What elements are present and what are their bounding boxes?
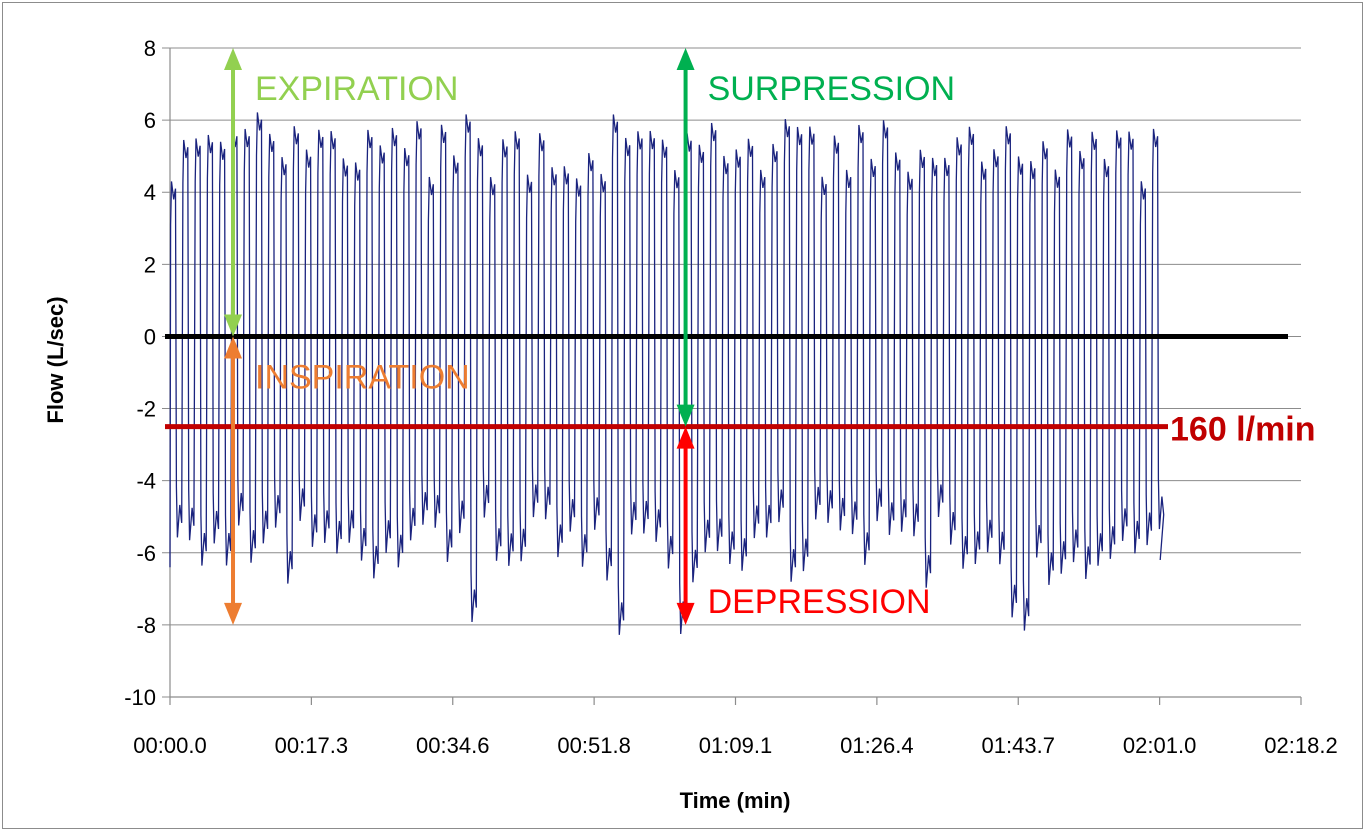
y-tick-label: -6 xyxy=(136,541,156,566)
y-tick-labels: 8 6 4 2 0 -2 -4 -6 -8 -10 xyxy=(124,36,156,710)
annotation-arrow-3-head-up xyxy=(676,426,695,449)
annotation-arrow-1-head-up xyxy=(224,336,243,359)
x-axis-label: Time (min) xyxy=(680,788,791,813)
y-tick-label: -2 xyxy=(136,397,156,422)
y-tick-label: -4 xyxy=(136,469,156,494)
y-tick-label: 2 xyxy=(144,252,156,277)
x-tick-labels: 00:00.0 00:17.3 00:34.6 00:51.8 01:09.1 01:26… xyxy=(133,733,1337,758)
y-tick-label: 8 xyxy=(144,36,156,61)
annotation-arrow-1-head-down xyxy=(224,602,243,625)
flow-series-line xyxy=(169,112,1165,635)
flow-series xyxy=(169,112,1165,635)
x-tick-label: 00:34.6 xyxy=(416,733,489,758)
annotation-arrow-3-head-down xyxy=(676,602,695,625)
y-tick-label: -8 xyxy=(136,613,156,638)
annotation-label-2: SURPRESSION xyxy=(708,70,956,108)
annotation-arrow-3 xyxy=(676,426,695,625)
x-tick-label: 01:26.4 xyxy=(840,733,913,758)
y-tick-label: 0 xyxy=(144,324,156,349)
x-tick-label: 00:17.3 xyxy=(275,733,348,758)
x-tick-label: 01:43.7 xyxy=(982,733,1055,758)
annotation-label-0: EXPIRATION xyxy=(255,70,458,108)
annotations: EXPIRATION INSPIRATION SURPRESSION DEPRESSI… xyxy=(224,48,955,625)
x-tick-label: 01:09.1 xyxy=(699,733,772,758)
reference-lines: 160 l/min xyxy=(165,333,1316,449)
y-tick-label: -10 xyxy=(124,685,156,710)
x-tick-label: 02:01.0 xyxy=(1123,733,1196,758)
y-axis-label: Flow (L/sec) xyxy=(43,296,68,423)
y-tick-label: 6 xyxy=(144,108,156,133)
reference-line-label: 160 l/min xyxy=(1170,411,1316,449)
x-tick-label: 00:51.8 xyxy=(557,733,630,758)
annotation-arrow-1 xyxy=(224,336,243,625)
annotation-label-1: INSPIRATION xyxy=(255,358,470,396)
x-tick-label: 02:18.2 xyxy=(1264,733,1337,758)
annotation-arrow-2 xyxy=(676,48,695,427)
annotation-arrow-2-head-up xyxy=(676,48,695,70)
y-tick-label: 4 xyxy=(144,180,156,205)
x-tick-label: 00:00.0 xyxy=(133,733,206,758)
annotation-label-3: DEPRESSION xyxy=(708,583,931,621)
annotation-arrow-2-head-down xyxy=(676,404,695,427)
annotation-arrow-0-head-down xyxy=(224,314,243,337)
annotation-arrow-0 xyxy=(224,48,243,337)
annotation-arrow-0-head-up xyxy=(224,48,243,70)
